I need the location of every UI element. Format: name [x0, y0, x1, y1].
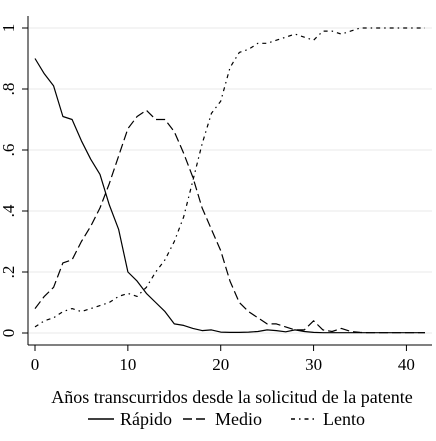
legend: Rápido Medio Lento: [88, 409, 365, 429]
y-tick-label: 0: [0, 329, 18, 338]
ticks: 0 10 20 30 40 0 .2 .4 .6 .8 1: [0, 24, 415, 374]
y-tick-label: .2: [0, 266, 18, 279]
plot-series: [34, 27, 425, 334]
y-tick-label: 1: [0, 24, 18, 33]
x-axis-title: Años transcurridos desde la solicitud de…: [51, 387, 412, 407]
y-tick-label: .4: [0, 204, 18, 217]
x-tick-label: 40: [398, 355, 415, 374]
legend-label-rápido: Rápido: [120, 409, 172, 429]
x-tick-label: 20: [212, 355, 229, 374]
x-tick-label: 10: [119, 355, 136, 374]
y-tick-label: .6: [0, 144, 18, 157]
x-tick-label: 0: [31, 355, 40, 374]
axes: [27, 16, 432, 346]
series-line-medio: [34, 109, 425, 334]
legend-label-lento: Lento: [323, 409, 365, 429]
series-line-lento: [34, 27, 425, 328]
y-tick-label: .8: [0, 83, 18, 96]
legend-label-medio: Medio: [215, 409, 262, 429]
x-tick-label: 30: [305, 355, 322, 374]
grid-lines: [29, 27, 432, 334]
series-line-rápido: [34, 58, 425, 334]
